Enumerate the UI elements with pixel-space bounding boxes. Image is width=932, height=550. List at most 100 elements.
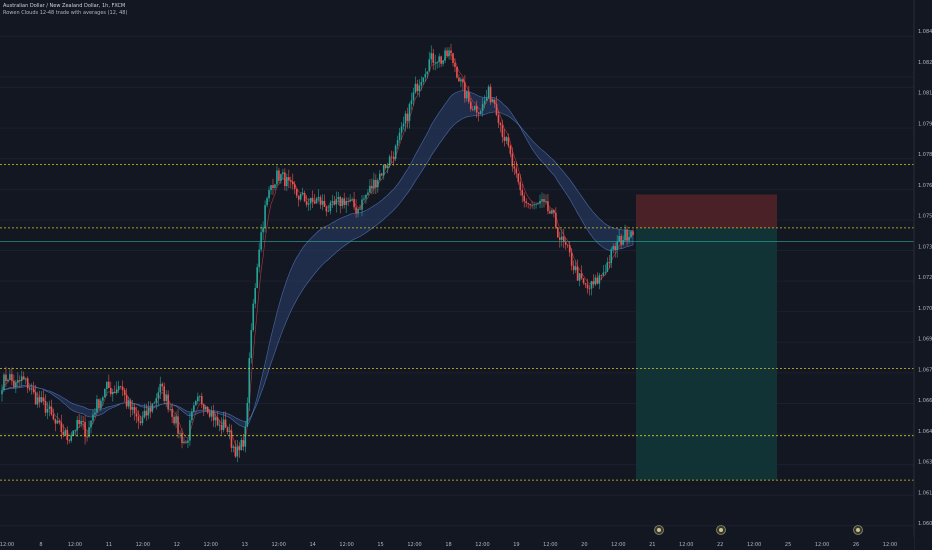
candles <box>1 43 634 463</box>
candle-body <box>44 401 47 413</box>
candle <box>557 227 559 238</box>
candle-body <box>284 172 286 187</box>
candle <box>24 377 27 384</box>
price-axis-label: 1.07200 <box>918 275 932 281</box>
candle-body <box>511 153 514 167</box>
candle-body <box>307 203 310 205</box>
event-markers[interactable] <box>654 525 863 535</box>
candle-body <box>549 211 551 214</box>
candle-body <box>234 446 237 457</box>
candle-body <box>377 180 379 188</box>
candle <box>604 264 607 275</box>
candle <box>297 195 300 207</box>
candle <box>549 208 551 214</box>
candle-body <box>189 420 191 441</box>
price-axis-label: 1.06000 <box>918 521 932 527</box>
candle-body <box>264 205 266 228</box>
time-axis-label: 12:00 <box>679 542 693 548</box>
candle-body <box>313 201 316 204</box>
candle <box>54 418 57 432</box>
candle-body <box>208 412 211 417</box>
candle-body <box>489 86 492 103</box>
candle <box>232 444 235 453</box>
candle <box>382 164 385 180</box>
candle <box>131 399 134 416</box>
candle-body <box>248 358 251 403</box>
symbol-title[interactable]: Australian Dollar / New Zealand Dollar, … <box>3 3 126 9</box>
candle-body <box>111 391 114 395</box>
candle-body <box>193 405 195 412</box>
candle <box>264 200 266 233</box>
candle-body <box>155 398 158 403</box>
candle-body <box>359 208 361 210</box>
candle <box>228 423 231 440</box>
candle <box>357 207 359 218</box>
take-profit-zone[interactable] <box>636 227 777 481</box>
candle-body <box>238 446 241 451</box>
candle <box>34 384 37 405</box>
candle-body <box>369 185 371 193</box>
candle-body <box>169 408 171 410</box>
candle-body <box>341 198 344 207</box>
candle-body <box>386 165 389 169</box>
time-axis-label: 12:00 <box>407 542 421 548</box>
candle <box>143 403 146 419</box>
candle <box>460 77 462 87</box>
stop-loss-zone[interactable] <box>636 194 777 228</box>
candle <box>551 209 553 215</box>
event-icon-1[interactable] <box>654 525 664 535</box>
candle <box>76 416 78 437</box>
candle <box>22 371 25 380</box>
event-icon-3[interactable] <box>853 525 863 535</box>
candle <box>305 194 308 208</box>
candle <box>414 76 417 94</box>
candle <box>46 401 49 420</box>
candle-body <box>15 382 17 388</box>
candle-body <box>48 406 51 409</box>
candle <box>121 380 124 397</box>
time-axis-label: 26 <box>853 542 859 548</box>
candle-body <box>276 170 278 185</box>
candle-body <box>454 62 456 67</box>
candle-body <box>26 378 29 389</box>
candle-body <box>315 198 318 204</box>
candle-body <box>303 193 306 202</box>
candle <box>464 75 466 103</box>
candle <box>568 241 571 257</box>
candle <box>28 386 31 392</box>
candle-body <box>104 389 106 398</box>
candle-body <box>481 103 484 112</box>
candle <box>468 85 470 104</box>
time-axis-panel[interactable] <box>0 537 914 550</box>
candle-body <box>473 105 476 110</box>
candle-body <box>596 277 599 284</box>
candle <box>507 133 510 148</box>
indicator-title[interactable]: Rowen Clouds 12-48 trade with averages (… <box>3 10 128 16</box>
candle-body <box>503 136 506 141</box>
candle <box>208 408 211 419</box>
candle-body <box>475 105 478 113</box>
candle <box>618 228 620 243</box>
time-axis-label: 19 <box>513 542 519 548</box>
candle-body <box>598 275 601 284</box>
candle-body <box>56 420 59 424</box>
candle-body <box>422 77 425 82</box>
candle <box>349 194 351 203</box>
candle <box>270 184 272 195</box>
price-axis-panel[interactable] <box>914 0 932 550</box>
candle-body <box>145 410 148 416</box>
candle <box>412 87 415 106</box>
candle <box>523 192 526 208</box>
candle-body <box>553 209 555 213</box>
candle <box>262 221 264 240</box>
event-icon-2[interactable] <box>716 525 726 535</box>
candle-body <box>420 81 423 86</box>
candle-body <box>487 86 490 98</box>
candle <box>440 55 442 68</box>
time-axis-label: 12:00 <box>543 542 557 548</box>
candle-body <box>462 79 464 83</box>
candle <box>436 61 438 69</box>
position-zones[interactable] <box>636 194 777 481</box>
candle-body <box>183 441 185 444</box>
